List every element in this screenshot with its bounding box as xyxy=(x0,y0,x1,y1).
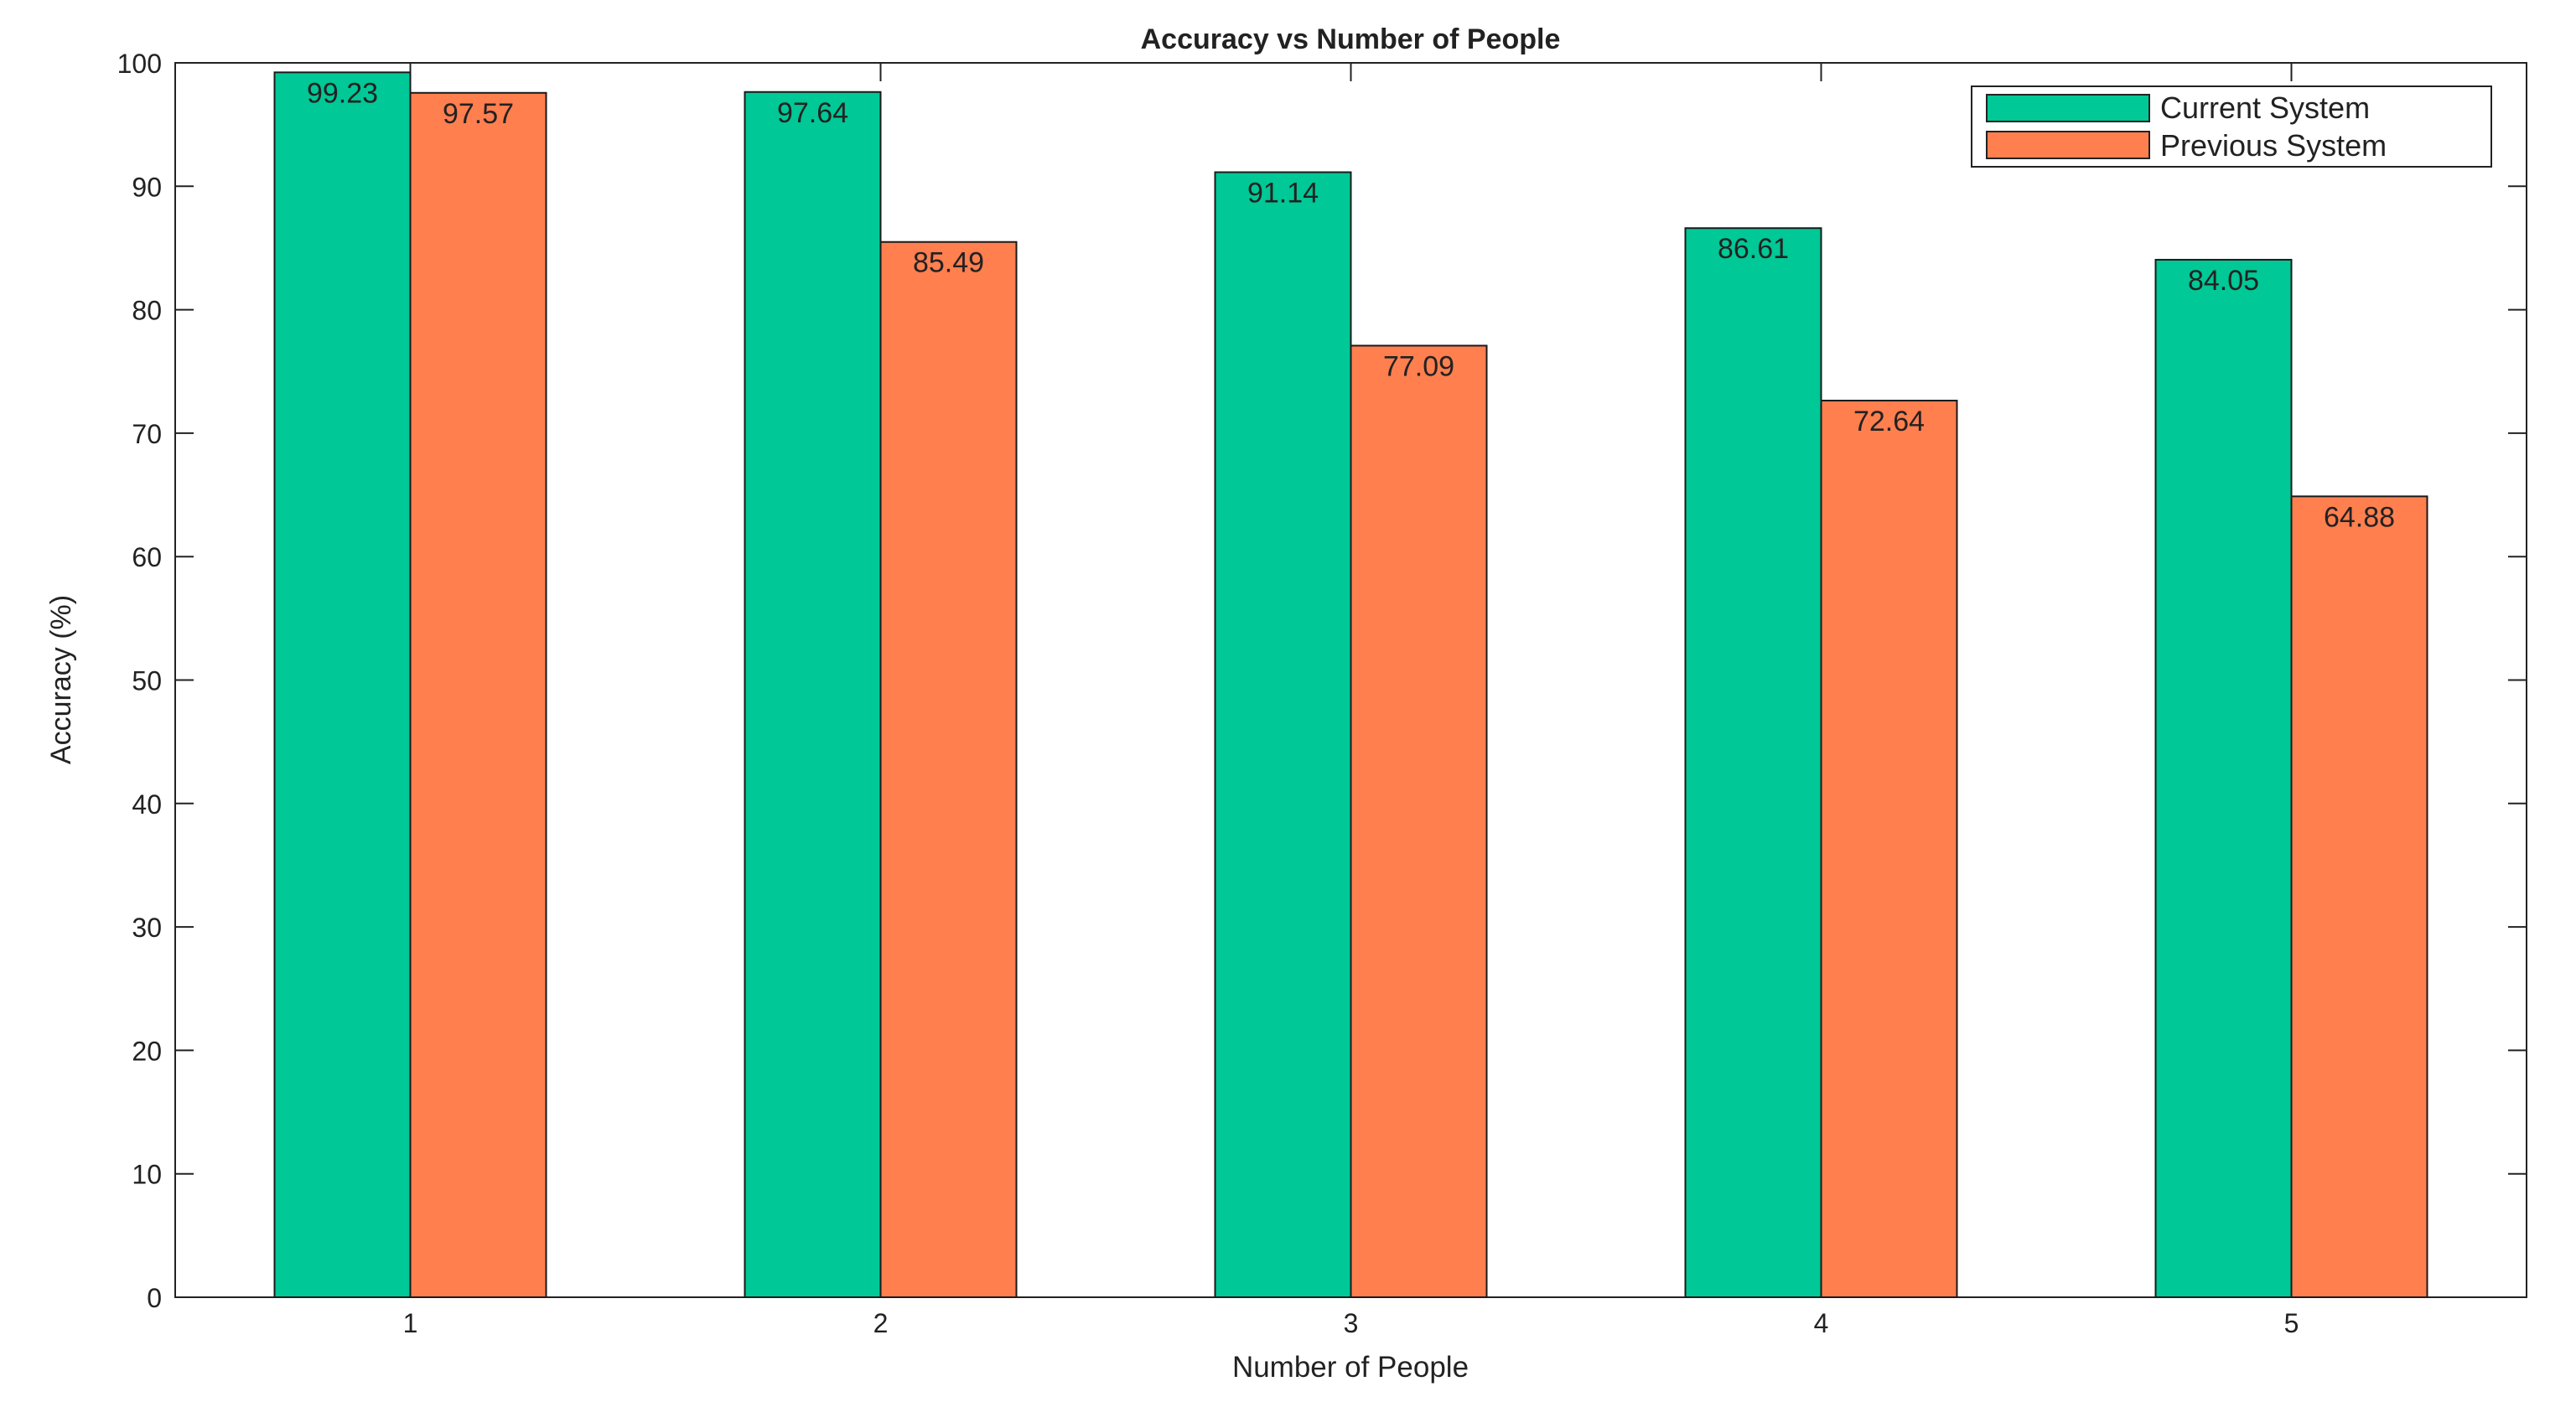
bar-previous-system xyxy=(2290,495,2428,1298)
y-tick-label: 100 xyxy=(117,49,162,79)
bar-value-label: 99.23 xyxy=(307,77,378,109)
y-tick-label: 20 xyxy=(132,1036,162,1066)
x-tick-label: 4 xyxy=(1814,1308,1829,1338)
legend-swatch-current-system xyxy=(1986,94,2150,122)
bar-value-label: 64.88 xyxy=(2324,501,2395,533)
legend-swatch-previous-system xyxy=(1986,131,2150,159)
bar-current-system xyxy=(1684,227,1822,1298)
y-tick-label: 50 xyxy=(132,666,162,696)
bar-value-label: 84.05 xyxy=(2188,265,2259,297)
x-tick-label: 1 xyxy=(403,1308,418,1338)
y-axis-title: Accuracy (%) xyxy=(45,595,77,764)
x-axis-ticks: 1 2 3 4 5 xyxy=(403,63,2299,1338)
bar-current-system xyxy=(744,91,882,1298)
y-tick-label: 90 xyxy=(132,172,162,202)
bar-value-label: 77.09 xyxy=(1383,350,1454,382)
bar-value-label: 97.57 xyxy=(443,98,514,130)
bar-value-label: 91.14 xyxy=(1247,178,1319,210)
bar-previous-system xyxy=(1350,344,1488,1298)
bar-value-label: 86.61 xyxy=(1718,233,1789,265)
bars-group xyxy=(273,71,2428,1299)
legend-label-current-system: Current System xyxy=(2160,91,2370,125)
bar-previous-system xyxy=(409,91,547,1298)
x-tick-label: 2 xyxy=(873,1308,889,1338)
bar-previous-system xyxy=(879,241,1018,1298)
y-tick-label: 40 xyxy=(132,789,162,820)
y-tick-label: 70 xyxy=(132,419,162,449)
y-tick-label: 10 xyxy=(132,1160,162,1190)
y-tick-label: 60 xyxy=(132,542,162,572)
bar-value-label: 97.64 xyxy=(777,97,848,129)
y-axis-ticks: 0 10 20 30 40 50 60 70 80 90 100 xyxy=(117,49,2527,1313)
chart-title: Accuracy vs Number of People xyxy=(1141,23,1561,55)
bar-previous-system xyxy=(1820,400,1958,1298)
bar-current-system xyxy=(273,71,412,1299)
y-tick-label: 80 xyxy=(132,296,162,326)
legend: Current System Previous System xyxy=(1971,85,2492,168)
bar-value-label: 85.49 xyxy=(913,247,984,279)
bar-value-labels: 99.23 97.64 91.14 86.61 84.05 97.57 85.49 77.09… xyxy=(307,77,2395,533)
x-axis-title: Number of People xyxy=(1232,1351,1469,1384)
bar-current-system xyxy=(1214,171,1352,1298)
bar-current-system xyxy=(2154,258,2293,1299)
x-tick-label: 3 xyxy=(1344,1308,1359,1338)
legend-label-previous-system: Previous System xyxy=(2160,128,2387,163)
y-tick-label: 0 xyxy=(147,1283,162,1313)
y-tick-label: 30 xyxy=(132,913,162,943)
bar-value-label: 72.64 xyxy=(1853,406,1925,437)
x-tick-label: 5 xyxy=(2284,1308,2299,1338)
